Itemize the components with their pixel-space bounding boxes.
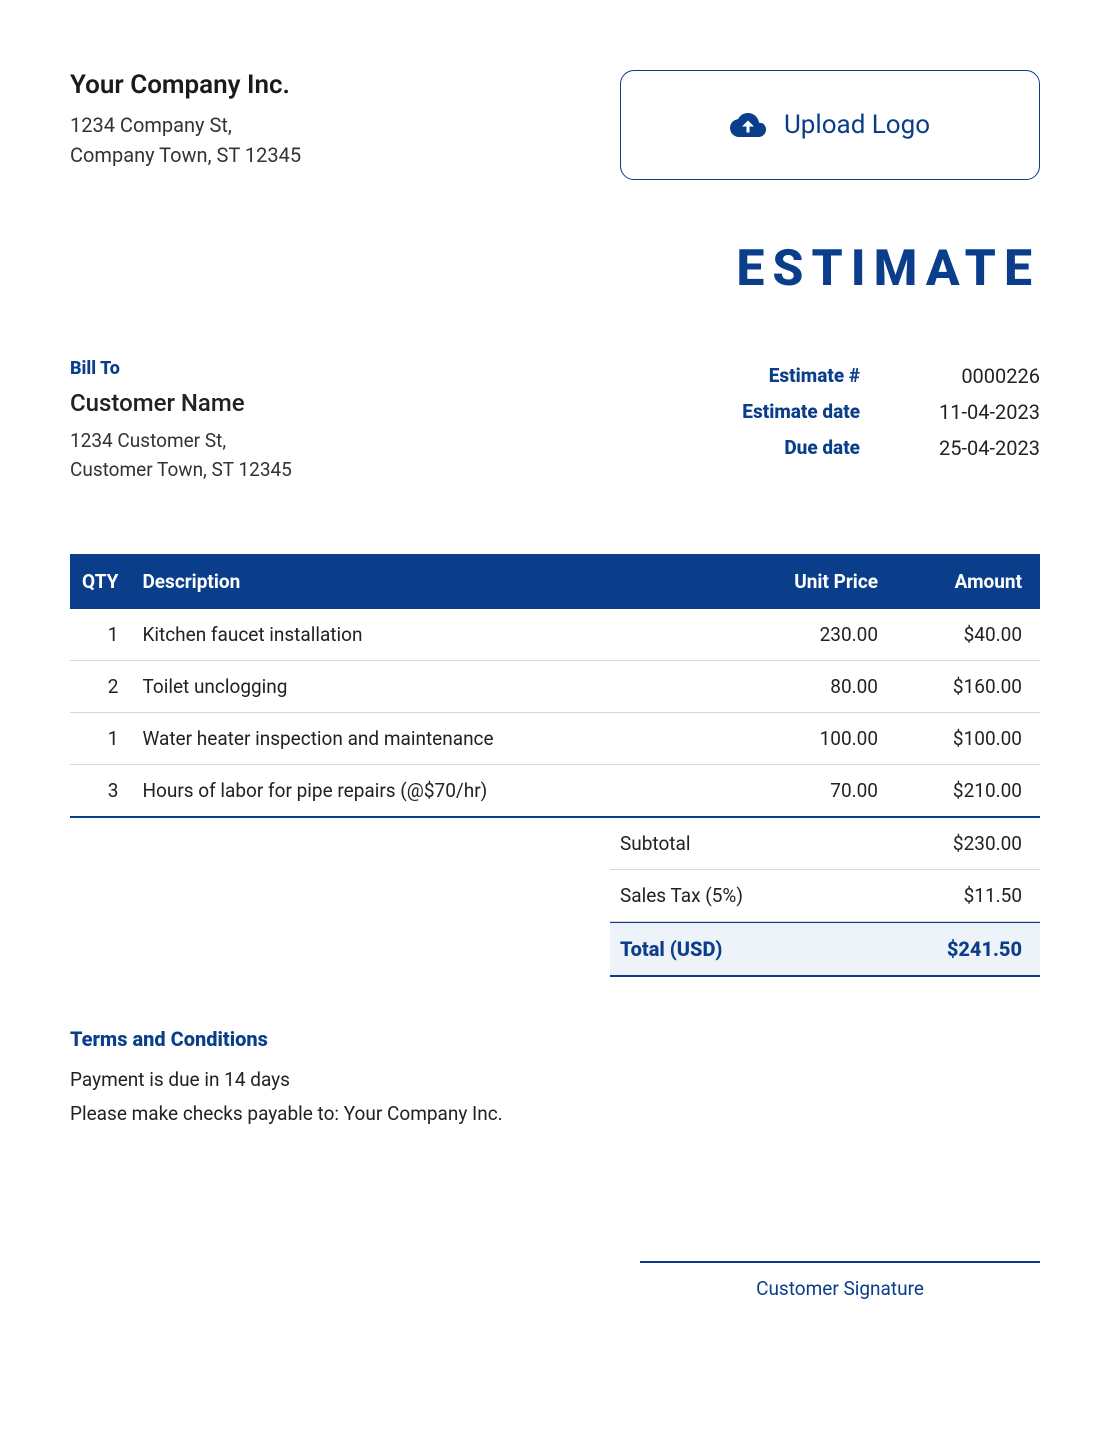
company-name[interactable]: Your Company Inc. [70,70,301,100]
totals-block: Subtotal $230.00 Sales Tax (5%) $11.50 T… [610,818,1040,977]
terms-line-2[interactable]: Please make checks payable to: Your Comp… [70,1097,1040,1131]
estimate-date-value[interactable]: 11-04-2023 [900,400,1040,424]
cell-desc[interactable]: Toilet unclogging [130,661,720,713]
customer-address-line1: 1234 Customer St, [70,427,292,456]
table-row[interactable]: 3Hours of labor for pipe repairs (@$70/h… [70,765,1040,818]
terms-block: Terms and Conditions Payment is due in 1… [70,1027,1040,1131]
customer-address-line2: Customer Town, ST 12345 [70,456,292,485]
cell-qty[interactable]: 3 [70,765,130,818]
col-header-qty: QTY [70,554,130,609]
cell-amount[interactable]: $160.00 [890,661,1040,713]
estimate-number-label: Estimate # [660,364,900,388]
total-value: $241.50 [947,937,1022,961]
table-row[interactable]: 1Water heater inspection and maintenance… [70,713,1040,765]
cell-desc[interactable]: Hours of labor for pipe repairs (@$70/hr… [130,765,720,818]
cell-qty[interactable]: 1 [70,713,130,765]
cell-price[interactable]: 70.00 [720,765,890,818]
cell-price[interactable]: 230.00 [720,609,890,661]
col-header-price: Unit Price [720,554,890,609]
customer-address[interactable]: 1234 Customer St, Customer Town, ST 1234… [70,427,292,484]
cell-price[interactable]: 100.00 [720,713,890,765]
company-address-line2: Company Town, ST 12345 [70,140,301,170]
estimate-date-label: Estimate date [660,400,900,424]
company-address-line1: 1234 Company St, [70,110,301,140]
col-header-desc: Description [130,554,720,609]
table-row[interactable]: 1Kitchen faucet installation230.00$40.00 [70,609,1040,661]
signature-line: Customer Signature [640,1261,1040,1300]
cell-desc[interactable]: Water heater inspection and maintenance [130,713,720,765]
cell-amount[interactable]: $210.00 [890,765,1040,818]
terms-line-1[interactable]: Payment is due in 14 days [70,1063,1040,1097]
bill-to-block: Bill To Customer Name 1234 Customer St, … [70,358,292,484]
cell-qty[interactable]: 2 [70,661,130,713]
cell-desc[interactable]: Kitchen faucet installation [130,609,720,661]
signature-label: Customer Signature [756,1277,924,1300]
subtotal-label: Subtotal [620,832,690,855]
customer-name[interactable]: Customer Name [70,389,292,417]
cell-amount[interactable]: $100.00 [890,713,1040,765]
total-label: Total (USD) [620,937,722,961]
line-items-table: QTY Description Unit Price Amount 1Kitch… [70,554,1040,818]
due-date-label: Due date [660,436,900,460]
document-title: ESTIMATE [70,240,1040,298]
upload-logo-label: Upload Logo [784,110,930,140]
estimate-number-value[interactable]: 0000226 [900,364,1040,388]
cloud-upload-icon [730,111,766,139]
tax-label: Sales Tax (5%) [620,884,743,907]
estimate-meta: Estimate # 0000226 Estimate date 11-04-2… [660,358,1040,484]
cell-price[interactable]: 80.00 [720,661,890,713]
table-row[interactable]: 2Toilet unclogging80.00$160.00 [70,661,1040,713]
upload-logo-button[interactable]: Upload Logo [620,70,1040,180]
due-date-value[interactable]: 25-04-2023 [900,436,1040,460]
bill-to-label: Bill To [70,358,292,379]
cell-qty[interactable]: 1 [70,609,130,661]
subtotal-value: $230.00 [953,832,1022,855]
company-block: Your Company Inc. 1234 Company St, Compa… [70,70,301,170]
col-header-amount: Amount [890,554,1040,609]
tax-value: $11.50 [964,884,1022,907]
cell-amount[interactable]: $40.00 [890,609,1040,661]
company-address[interactable]: 1234 Company St, Company Town, ST 12345 [70,110,301,170]
terms-title: Terms and Conditions [70,1027,1040,1051]
